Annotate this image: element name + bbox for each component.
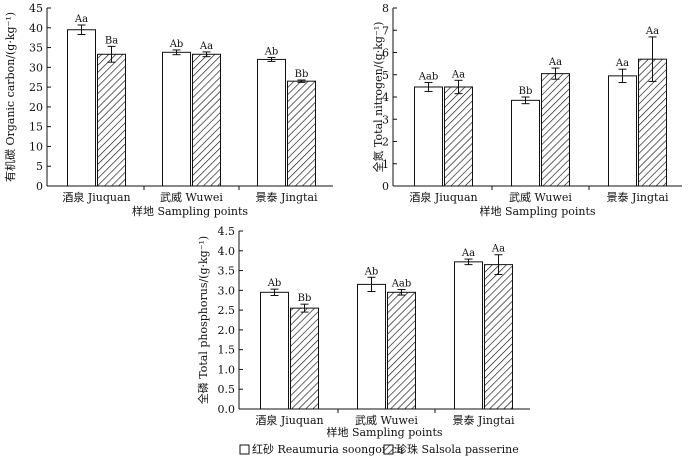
y-tick-label: 30 <box>29 61 43 74</box>
legend-label-reaumuria: 红砂 Reaumuria soongorica <box>252 443 404 456</box>
y-tick-label: 20 <box>29 101 43 114</box>
bar-salsola <box>541 73 570 187</box>
significance-label: Ab <box>364 266 379 277</box>
bar-reaumuria <box>357 283 386 410</box>
y-tick-label: 35 <box>29 42 43 55</box>
y-tick-label: 7 <box>382 24 389 37</box>
significance-label: Bb <box>519 86 533 97</box>
y-tick-label: 3.5 <box>218 265 236 278</box>
significance-label: Aa <box>451 69 465 80</box>
y-tick-label: 3.0 <box>218 284 236 297</box>
bar-reaumuria <box>608 75 637 187</box>
bar-reaumuria <box>162 51 191 187</box>
y-tick-label: 8 <box>382 2 389 15</box>
y-tick-label: 25 <box>29 81 43 94</box>
significance-label: Ab <box>267 278 282 289</box>
category-label: 酒泉 Jiuquan <box>409 190 477 204</box>
y-axis-title: 全磷 Total phosphorus/(g·kg⁻¹) <box>196 236 210 404</box>
legend-swatch-open <box>239 444 250 455</box>
bar-salsola <box>387 291 416 410</box>
significance-label: Aa <box>461 248 475 259</box>
y-tick-label: 1.5 <box>218 344 236 357</box>
y-tick-label: 40 <box>29 22 43 35</box>
significance-label: Aa <box>199 41 213 52</box>
significance-label: Aa <box>615 58 629 69</box>
bar-reaumuria <box>414 86 443 187</box>
y-tick-label: 0.0 <box>218 403 236 416</box>
y-tick-label: 0 <box>382 180 389 193</box>
bar-salsola <box>192 53 221 187</box>
y-tick-label: 1 <box>382 158 389 171</box>
category-label: 武威 Wuwei <box>355 414 418 427</box>
significance-label: Ab <box>264 46 279 57</box>
total-phosphorus-chart: 0.0 0.5 1.0 1.5 2.0 2.5 3.0 3.5 4.0 4.5 酒泉 Jiuquan… <box>196 225 530 439</box>
category-label: 景泰 Jingtai <box>452 413 515 427</box>
bar-reaumuria <box>260 291 289 410</box>
y-tick-label: 4.5 <box>218 225 236 238</box>
significance-label: Aa <box>548 57 562 68</box>
category-label: 武威 Wuwei <box>160 191 223 204</box>
y-tick-label: 45 <box>29 2 43 15</box>
legend: 红砂 Reaumuria soongorica 珍珠 Salsola passe… <box>239 442 519 456</box>
legend-swatch-hatched <box>383 444 394 455</box>
y-axis-title: 全氮 Total nitrogen/(g·kg⁻¹) <box>371 22 385 173</box>
y-tick-label: 6 <box>382 47 389 60</box>
y-tick-label: 2.5 <box>218 304 236 317</box>
bar-reaumuria <box>454 261 483 410</box>
y-tick-label: 0 <box>36 180 43 193</box>
y-tick-label: 15 <box>29 121 43 134</box>
x-axis-title: 样地 Sampling points <box>326 425 442 439</box>
legend-label-salsola: 珍珠 Salsola passerine <box>396 442 519 456</box>
y-tick-label: 2 <box>382 136 389 149</box>
bar-salsola <box>97 53 126 187</box>
y-tick-label: 4.0 <box>218 245 236 258</box>
y-tick-label: 5 <box>382 69 389 82</box>
significance-label: Ba <box>105 35 118 46</box>
category-label: 酒泉 Jiuquan <box>62 190 130 204</box>
bar-salsola <box>290 307 319 410</box>
y-tick-label: 0.5 <box>218 383 236 396</box>
significance-label: Bb <box>295 69 309 80</box>
category-label: 景泰 Jingtai <box>606 190 669 204</box>
significance-label: Aa <box>491 244 505 255</box>
y-tick-label: 4 <box>382 91 389 104</box>
significance-label: Aa <box>645 26 659 37</box>
y-tick-label: 5 <box>36 160 43 173</box>
significance-label: Aa <box>74 14 88 25</box>
bar-reaumuria <box>257 58 286 187</box>
y-tick-label: 10 <box>29 140 43 153</box>
y-tick-label: 3 <box>382 113 389 126</box>
bar-reaumuria <box>511 99 540 187</box>
significance-label: Aab <box>418 72 439 83</box>
x-axis-title: 样地 Sampling points <box>479 204 595 218</box>
y-tick-label: 2.0 <box>218 324 236 337</box>
bar-reaumuria <box>67 29 96 187</box>
x-axis-title: 样地 Sampling points <box>132 204 248 218</box>
bar-salsola <box>287 80 316 187</box>
category-label: 景泰 Jingtai <box>255 190 318 204</box>
organic-carbon-chart: 0 5 10 15 20 25 30 35 40 45 酒泉 Jiuquan Aa Ba 武威 Wuwei… <box>3 2 333 218</box>
bar-salsola <box>484 264 513 410</box>
bar-salsola <box>444 86 473 187</box>
y-tick-label: 1.0 <box>218 363 236 376</box>
significance-label: Ab <box>169 39 184 50</box>
category-label: 武威 Wuwei <box>509 191 572 204</box>
category-label: 酒泉 Jiuquan <box>255 413 323 427</box>
y-axis-title: 有机碳 Organic carbon/(g·kg⁻¹) <box>3 12 17 182</box>
significance-label: Bb <box>298 293 312 304</box>
total-nitrogen-chart: 0 1 2 3 4 5 6 7 8 酒泉 Jiuquan Aab Aa 武威 Wuwei Bb Aa 景泰 J… <box>371 2 682 218</box>
significance-label: Aab <box>391 279 412 290</box>
